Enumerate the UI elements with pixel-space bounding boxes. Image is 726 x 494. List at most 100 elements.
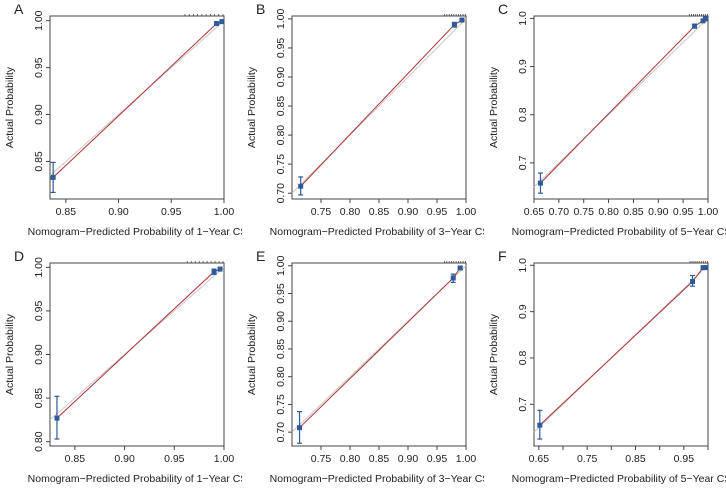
x-tick-label: 0.90 bbox=[108, 206, 129, 218]
y-tick-label: 0.95 bbox=[33, 57, 45, 78]
y-tick-label: 0.95 bbox=[275, 38, 287, 59]
x-tick-label: 0.80 bbox=[340, 453, 361, 465]
y-tick-label: 0.75 bbox=[275, 154, 287, 175]
y-tick-label: 0.90 bbox=[33, 344, 45, 365]
y-tick-label: 0.95 bbox=[33, 301, 45, 322]
x-tick-label: 0.95 bbox=[673, 206, 694, 218]
ideal-line bbox=[533, 18, 709, 188]
panel-label: E bbox=[256, 248, 265, 264]
y-tick-label: 0.8 bbox=[517, 107, 529, 122]
chart-svg: B 0.75 0.80 0.85 0.90 0.95 1.00 0.70 0.75 0.80 0.8… bbox=[246, 1, 484, 238]
x-tick-label: 0.90 bbox=[114, 453, 135, 465]
x-tick-label: 0.85 bbox=[623, 206, 644, 218]
calibration-line bbox=[56, 268, 221, 419]
data-point bbox=[451, 22, 457, 28]
data-point bbox=[692, 23, 698, 29]
data-point bbox=[217, 266, 223, 272]
y-axis-label: Actual Probability bbox=[246, 66, 258, 148]
x-tick-label: 0.95 bbox=[161, 206, 182, 218]
y-tick-label: 0.90 bbox=[33, 104, 45, 125]
data-point bbox=[537, 422, 543, 428]
panel-f: F 0.65 0.75 0.85 0.95 0.7 0.8 0.9 1.0 Nomogram−Pr… bbox=[484, 247, 726, 494]
y-tick-label: 1.00 bbox=[33, 10, 45, 31]
y-tick-label: 0.9 bbox=[517, 304, 529, 319]
chart-svg: F 0.65 0.75 0.85 0.95 0.7 0.8 0.9 1.0 Nomogram−Pr… bbox=[488, 248, 726, 485]
x-tick-label: 0.85 bbox=[369, 453, 390, 465]
panel-e: E 0.75 0.80 0.85 0.90 0.95 1.00 0.70 0.75 0.80 0.8… bbox=[242, 247, 484, 494]
data-point bbox=[457, 265, 463, 271]
x-axis-label: Nomogram−Predicted Probability of 3−Year… bbox=[270, 473, 484, 485]
y-tick-label: 1.00 bbox=[33, 257, 45, 278]
y-tick-label: 0.95 bbox=[275, 283, 287, 304]
x-tick-label: 1.00 bbox=[456, 453, 477, 465]
x-tick-label: 0.95 bbox=[164, 453, 185, 465]
y-tick-label: 0.90 bbox=[275, 311, 287, 332]
data-point bbox=[214, 21, 220, 27]
data-point bbox=[537, 180, 543, 186]
chart-svg: D 0.85 0.90 0.95 1.00 0.80 0.85 0.90 0.95 1.00 Nom… bbox=[4, 248, 242, 485]
y-tick-label: 1.0 bbox=[517, 258, 529, 273]
x-tick-label: 0.85 bbox=[625, 453, 646, 465]
y-tick-label: 0.7 bbox=[517, 155, 529, 170]
panel-label: C bbox=[498, 1, 508, 17]
chart-svg: C 0.65 0.70 0.75 0.80 0.85 0.90 0.95 1.00 0.7 0.8 0… bbox=[488, 1, 726, 238]
y-tick-label: 0.80 bbox=[275, 366, 287, 387]
x-tick-label: 0.85 bbox=[369, 206, 390, 218]
x-axis-label: Nomogram−Predicted Probability of 3−Year… bbox=[270, 226, 484, 238]
panel-label: B bbox=[256, 1, 265, 17]
x-axis-label: Nomogram−Predicted Probability of 5−Year… bbox=[512, 226, 726, 238]
x-axis-label: Nomogram−Predicted Probability of 1−Year… bbox=[28, 226, 242, 238]
data-point bbox=[459, 17, 465, 23]
data-point bbox=[219, 19, 225, 25]
data-point bbox=[690, 279, 696, 285]
panel-b: B 0.75 0.80 0.85 0.90 0.95 1.00 0.70 0.75 0.80 0.8… bbox=[242, 0, 484, 247]
y-axis-label: Actual Probability bbox=[488, 313, 500, 395]
data-point bbox=[54, 415, 60, 421]
x-tick-label: 0.85 bbox=[56, 206, 77, 218]
plot-frame bbox=[49, 15, 225, 200]
chart-svg: A 0.85 0.90 0.95 1.00 0.85 0.90 0.95 1.00 Nomogra… bbox=[4, 1, 242, 238]
data-point bbox=[50, 174, 56, 180]
y-tick-label: 0.85 bbox=[33, 151, 45, 172]
y-tick-label: 0.70 bbox=[275, 422, 287, 443]
panel-c: C 0.65 0.70 0.75 0.80 0.85 0.90 0.95 1.00 0.7 0.8 0… bbox=[484, 0, 726, 247]
x-tick-label: 0.75 bbox=[311, 206, 332, 218]
y-tick-label: 1.00 bbox=[275, 9, 287, 30]
panel-label: D bbox=[14, 248, 24, 264]
data-point bbox=[703, 16, 709, 22]
y-tick-label: 0.7 bbox=[517, 397, 529, 412]
x-tick-label: 0.65 bbox=[524, 206, 545, 218]
data-point bbox=[298, 183, 304, 189]
y-axis-label: Actual Probability bbox=[488, 66, 500, 148]
y-tick-label: 1.0 bbox=[517, 11, 529, 26]
y-axis-label: Actual Probability bbox=[246, 313, 258, 395]
y-tick-label: 0.80 bbox=[33, 431, 45, 452]
data-point bbox=[211, 269, 217, 275]
x-axis-label: Nomogram−Predicted Probability of 5−Year… bbox=[512, 473, 726, 485]
x-tick-label: 1.00 bbox=[698, 206, 719, 218]
plot-frame bbox=[533, 262, 709, 447]
y-tick-label: 0.85 bbox=[275, 96, 287, 117]
x-tick-label: 0.75 bbox=[311, 453, 332, 465]
data-point bbox=[703, 265, 709, 271]
y-axis-label: Actual Probability bbox=[4, 313, 16, 395]
y-tick-label: 0.80 bbox=[275, 125, 287, 146]
panel-a: A 0.85 0.90 0.95 1.00 0.85 0.90 0.95 1.00 Nomogra… bbox=[0, 0, 242, 247]
x-tick-label: 0.75 bbox=[577, 453, 598, 465]
y-tick-label: 0.75 bbox=[275, 394, 287, 415]
plot-frame bbox=[533, 15, 709, 200]
ideal-line bbox=[291, 18, 467, 194]
x-tick-label: 0.85 bbox=[65, 453, 86, 465]
y-tick-label: 0.9 bbox=[517, 59, 529, 74]
x-tick-label: 0.95 bbox=[674, 453, 695, 465]
data-point bbox=[297, 425, 303, 431]
x-tick-label: 0.75 bbox=[573, 206, 594, 218]
y-tick-label: 0.8 bbox=[517, 351, 529, 366]
x-tick-label: 0.80 bbox=[598, 206, 619, 218]
y-axis-label: Actual Probability bbox=[4, 66, 16, 148]
x-tick-label: 0.95 bbox=[427, 453, 448, 465]
data-point bbox=[450, 275, 456, 281]
y-tick-label: 0.90 bbox=[275, 67, 287, 88]
x-tick-label: 0.90 bbox=[398, 206, 419, 218]
x-axis-label: Nomogram−Predicted Probability of 1−Year… bbox=[28, 473, 242, 485]
